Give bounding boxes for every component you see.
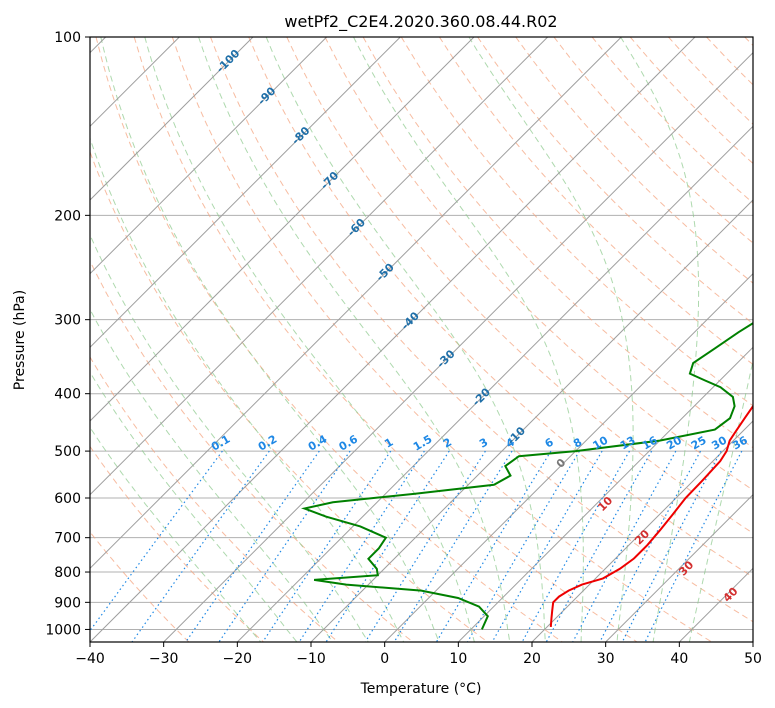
moist-adiabat-line [90,371,298,642]
y-tick-label: 700 [54,531,81,547]
y-tick-label: 500 [54,444,81,460]
dry-adiabat-line [95,37,563,642]
profiles [300,322,753,630]
isotherm-line [90,37,549,496]
moist-adiabat-line [353,37,584,642]
mixing-ratio-line [621,450,722,642]
isotherm-line [457,346,753,642]
moist-adiabat-line [90,233,369,642]
isotherm-line [90,37,401,349]
mixing-ratio-line [218,450,351,642]
dry-adiabat-line [90,445,264,642]
x-tick-label: 20 [523,651,541,667]
isotherm-line [163,51,753,642]
moist-adiabat-line [100,37,440,642]
mixing-ratio-line [262,450,392,642]
moist-adiabat-line [90,426,262,642]
x-tick-label: 50 [744,651,762,667]
y-tick-label: 900 [54,595,81,611]
moist-adiabat-line [144,37,475,642]
y-tick-label: 800 [54,565,81,581]
isotherm-line [531,420,753,642]
dry-adiabat-line [90,150,488,642]
x-tick-label: −10 [296,651,326,667]
plot-frame [89,36,754,643]
dry-adiabat-line [324,37,753,491]
mixing-ratio-line [521,450,631,642]
isotherm-line [236,125,753,642]
dry-adiabat-line [90,356,339,642]
moist-adiabat-line [688,358,753,642]
isotherm-line [310,199,753,642]
moist-adiabat-line [90,308,334,642]
moist-adiabat-line [198,37,511,642]
x-tick-label: 10 [449,651,467,667]
moist-adiabat-line [468,37,634,642]
isotherm-line [90,37,328,275]
dewpoint-series-line [300,322,753,630]
mixing-ratio-line [644,450,743,642]
isotherm-line [90,37,475,422]
y-tick-label: 1000 [45,622,81,638]
isotherm-line [90,37,696,642]
y-tick-label: 600 [54,491,81,507]
mixing-ratio-line [545,450,653,642]
x-tick-label: −20 [223,651,253,667]
y-tick-label: 300 [54,313,81,329]
mixing-ratio-line [325,450,450,642]
mixing-ratio-line [298,450,425,642]
mixing-ratio-line [435,450,552,642]
x-tick-label: 0 [380,651,389,667]
chart-title: wetPf2_C2E4.2020.360.08.44.R02 [284,12,557,32]
dry-adiabat-line [248,37,753,578]
x-axis-label: Temperature (°C) [360,681,482,697]
moist-adiabat-line [90,136,405,642]
x-tick-label: 40 [670,651,688,667]
mixing-ratio-line [466,450,580,642]
dry-adiabat-line [438,37,753,366]
isotherm-line [384,272,753,642]
temperature-series-line [549,404,753,627]
dry-adiabat-line [210,37,753,623]
axes: −40 −30 −20 −10 0 10 20 30 40 50 100 200 300 400 500 60… [45,30,762,667]
x-tick-label: −40 [75,651,105,667]
dry-adiabat-line [477,37,753,325]
mixing-ratio-line [90,450,223,632]
background-lines [90,37,753,642]
mixing-ratio-line [599,450,702,642]
y-tick-label: 400 [54,387,81,403]
y-tick-label: 200 [54,208,81,224]
y-tick-label: 100 [54,30,81,46]
x-tick-label: 30 [597,651,615,667]
mixing-ratio-line [572,450,677,642]
y-axis-label: Pressure (hPa) [12,290,28,390]
moist-adiabat-line [620,37,700,642]
mixing-ratio-line [491,450,603,642]
isotherm-line [605,493,753,642]
x-tick-label: −30 [149,651,179,667]
moist-adiabat-line [265,37,546,642]
isotherm-line [90,37,622,570]
isotherm-line [90,37,254,201]
dry-adiabat-line [133,37,638,642]
